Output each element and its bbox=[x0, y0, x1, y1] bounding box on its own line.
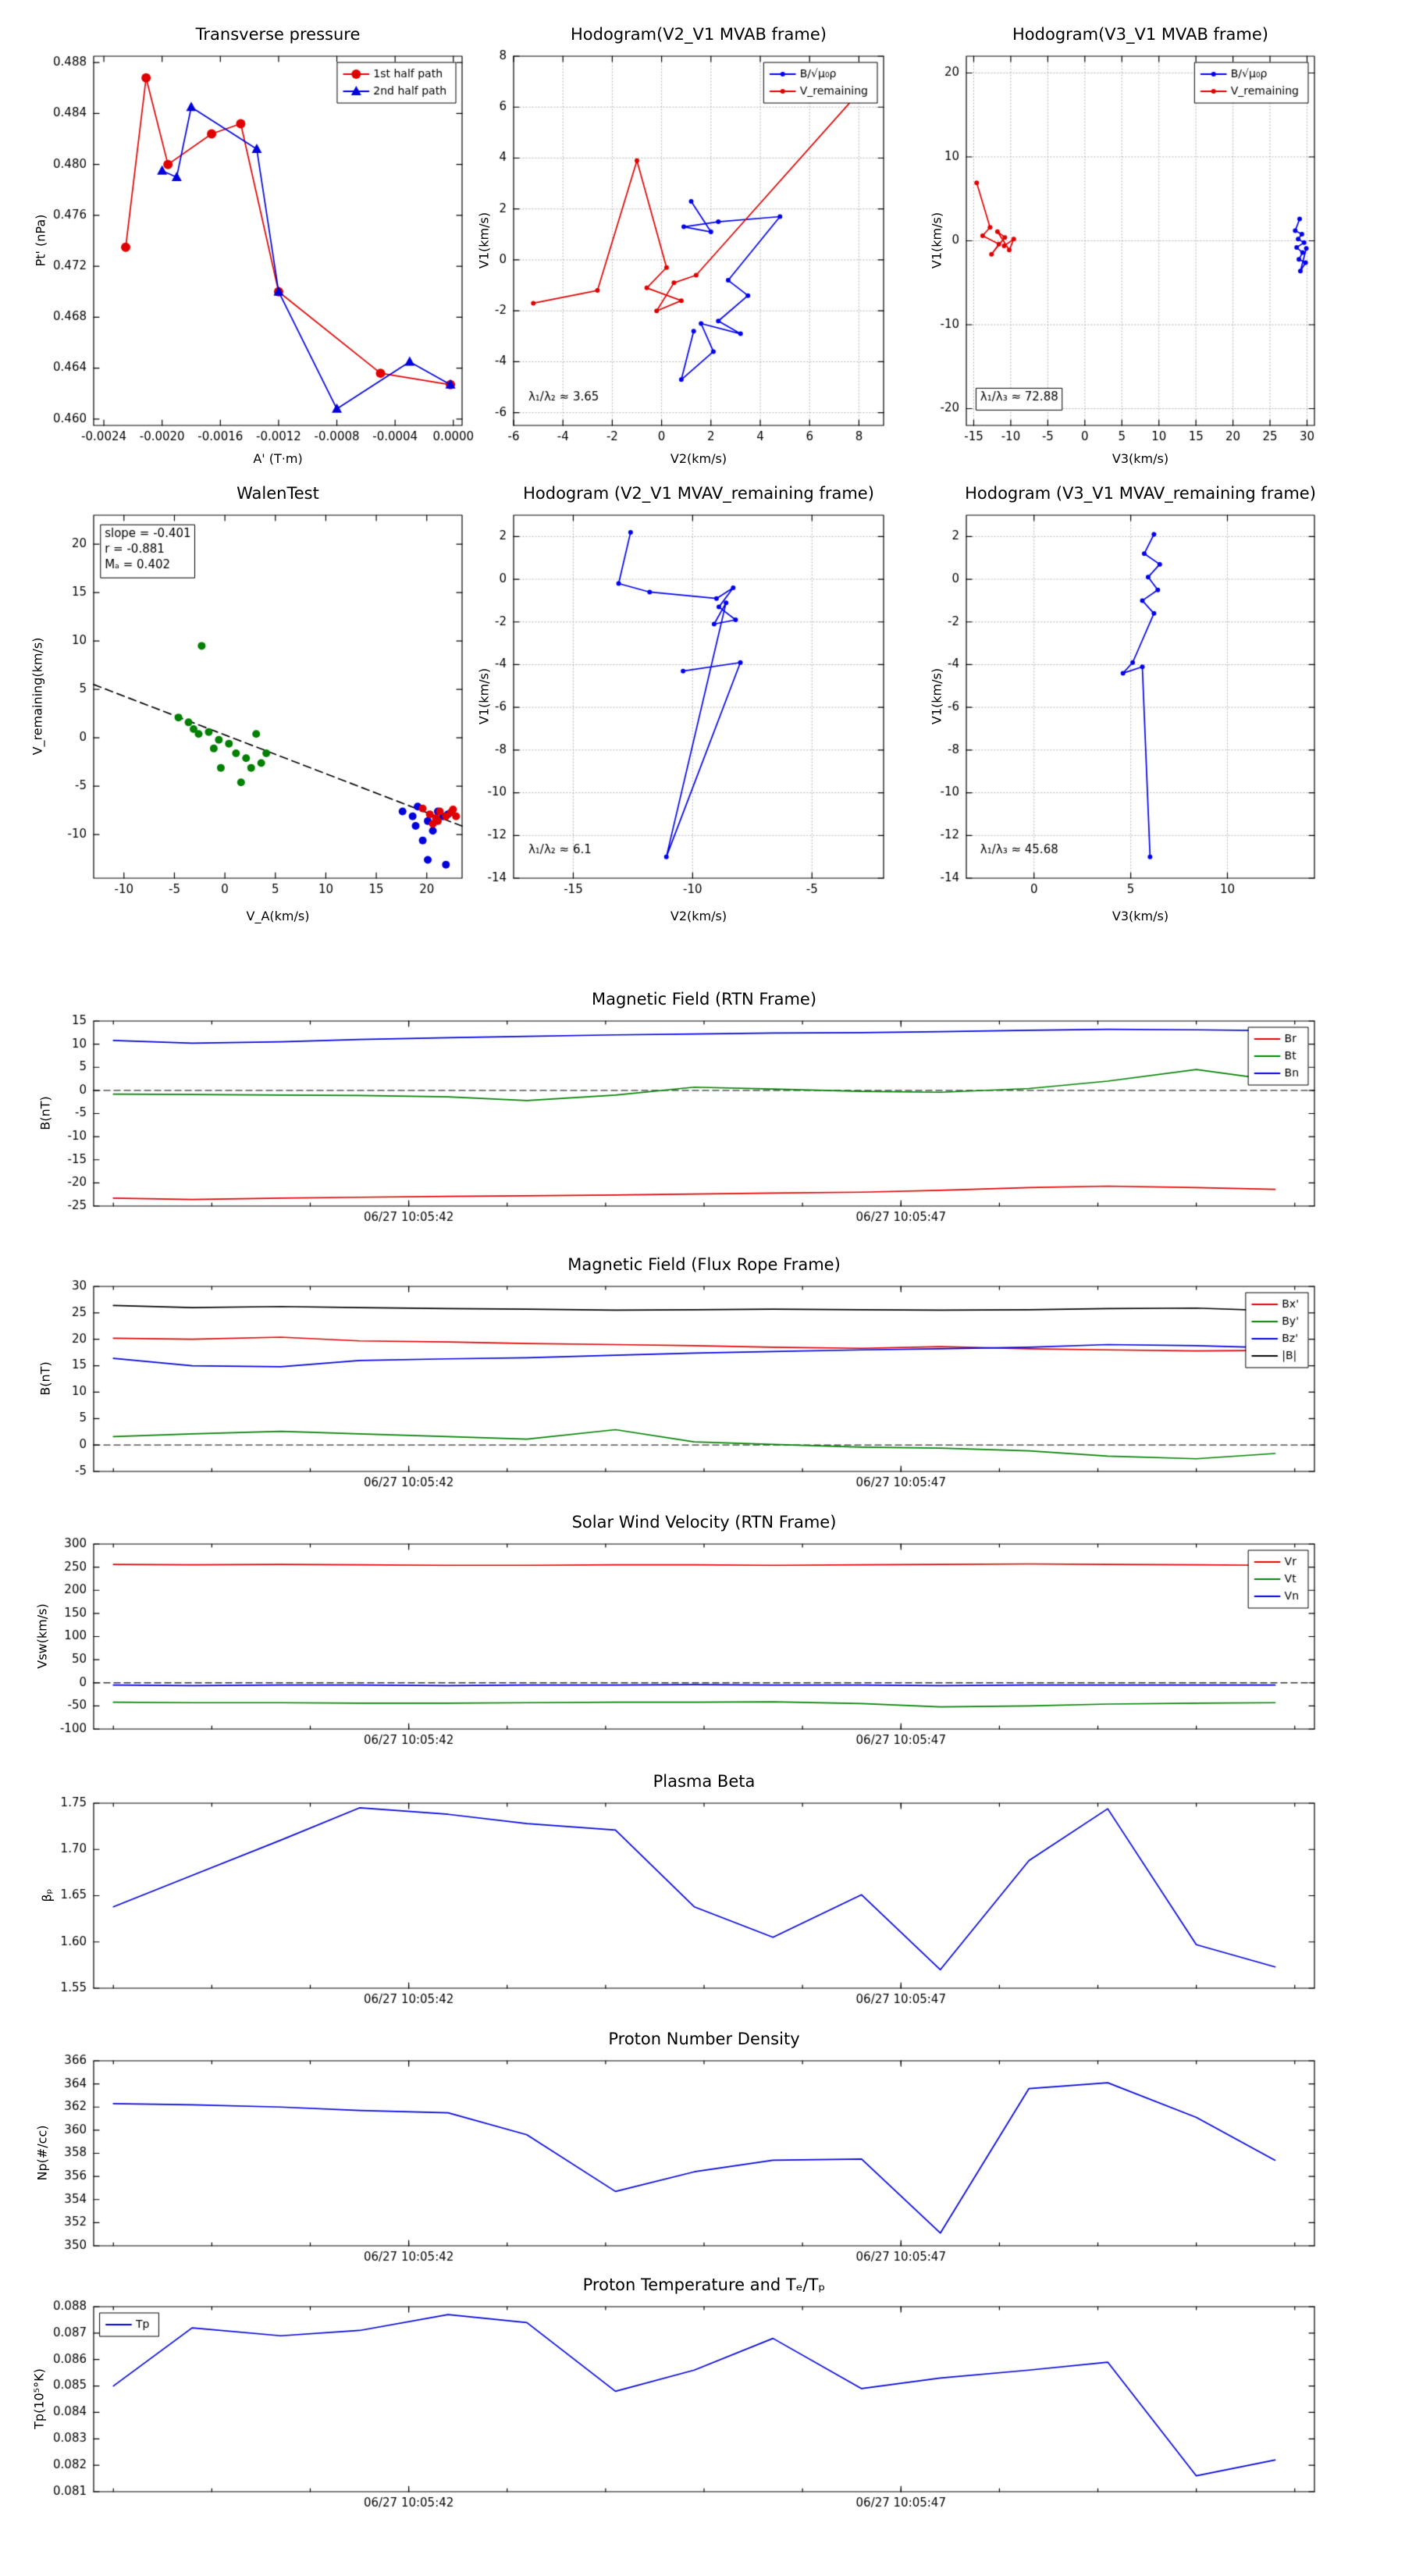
x-axis-label-h3v: V3(km/s) bbox=[1112, 909, 1169, 923]
y-axis-label-tp: Tp(10⁵°K) bbox=[31, 2368, 47, 2429]
x-axis-label-walen: V_A(km/s) bbox=[246, 909, 310, 923]
y-axis-label-brtn: B(nT) bbox=[37, 1096, 53, 1130]
x-axis-label-h2b: V2(km/s) bbox=[670, 451, 727, 466]
chart-title-hodogram-v2v1-mvav: Hodogram (V2_V1 MVAV_remaining frame) bbox=[523, 484, 874, 503]
chart-title-magnetic-field-rtn: Magnetic Field (RTN Frame) bbox=[591, 990, 817, 1009]
y-axis-label-pt: Pt' (nPa) bbox=[33, 214, 48, 267]
x-axis-label-pt: A' (T·m) bbox=[253, 451, 303, 466]
chart-title-hodogram-v2v1-mvab: Hodogram(V2_V1 MVAB frame) bbox=[571, 25, 827, 44]
chart-title-plasma-beta: Plasma Beta bbox=[653, 1772, 756, 1791]
y-axis-label-np: Np(#/cc) bbox=[34, 2125, 50, 2181]
y-axis-label-h3b: V1(km/s) bbox=[929, 212, 944, 269]
y-axis-label-h2v: V1(km/s) bbox=[476, 667, 492, 725]
chart-title-hodogram-v3v1-mvab: Hodogram(V3_V1 MVAB frame) bbox=[1012, 25, 1268, 44]
chart-title-proton-temperature: Proton Temperature and Tₑ/Tₚ bbox=[582, 2275, 826, 2294]
y-axis-label-vsw: Vsw(km/s) bbox=[34, 1603, 50, 1669]
y-axis-label-walen: V_remaining(km/s) bbox=[30, 637, 45, 756]
chart-title-walen-test: WalenTest bbox=[237, 484, 319, 503]
chart-title-hodogram-v3v1-mvav: Hodogram (V3_V1 MVAV_remaining frame) bbox=[965, 484, 1316, 503]
x-axis-label-h3b: V3(km/s) bbox=[1112, 451, 1169, 466]
y-axis-label-bfr: B(nT) bbox=[37, 1361, 53, 1396]
x-axis-label-h2v: V2(km/s) bbox=[670, 909, 727, 923]
chart-title-transverse-pressure: Transverse pressure bbox=[195, 25, 361, 44]
chart-title-solar-wind-velocity: Solar Wind Velocity (RTN Frame) bbox=[571, 1513, 837, 1532]
chart-title-proton-number-density: Proton Number Density bbox=[608, 2030, 800, 2048]
y-axis-label-h2b: V1(km/s) bbox=[476, 212, 492, 269]
chart-title-magnetic-field-flux-rope: Magnetic Field (Flux Rope Frame) bbox=[567, 1255, 841, 1274]
y-axis-label-beta: βₚ bbox=[39, 1888, 55, 1902]
y-axis-label-h3v: V1(km/s) bbox=[929, 667, 944, 725]
